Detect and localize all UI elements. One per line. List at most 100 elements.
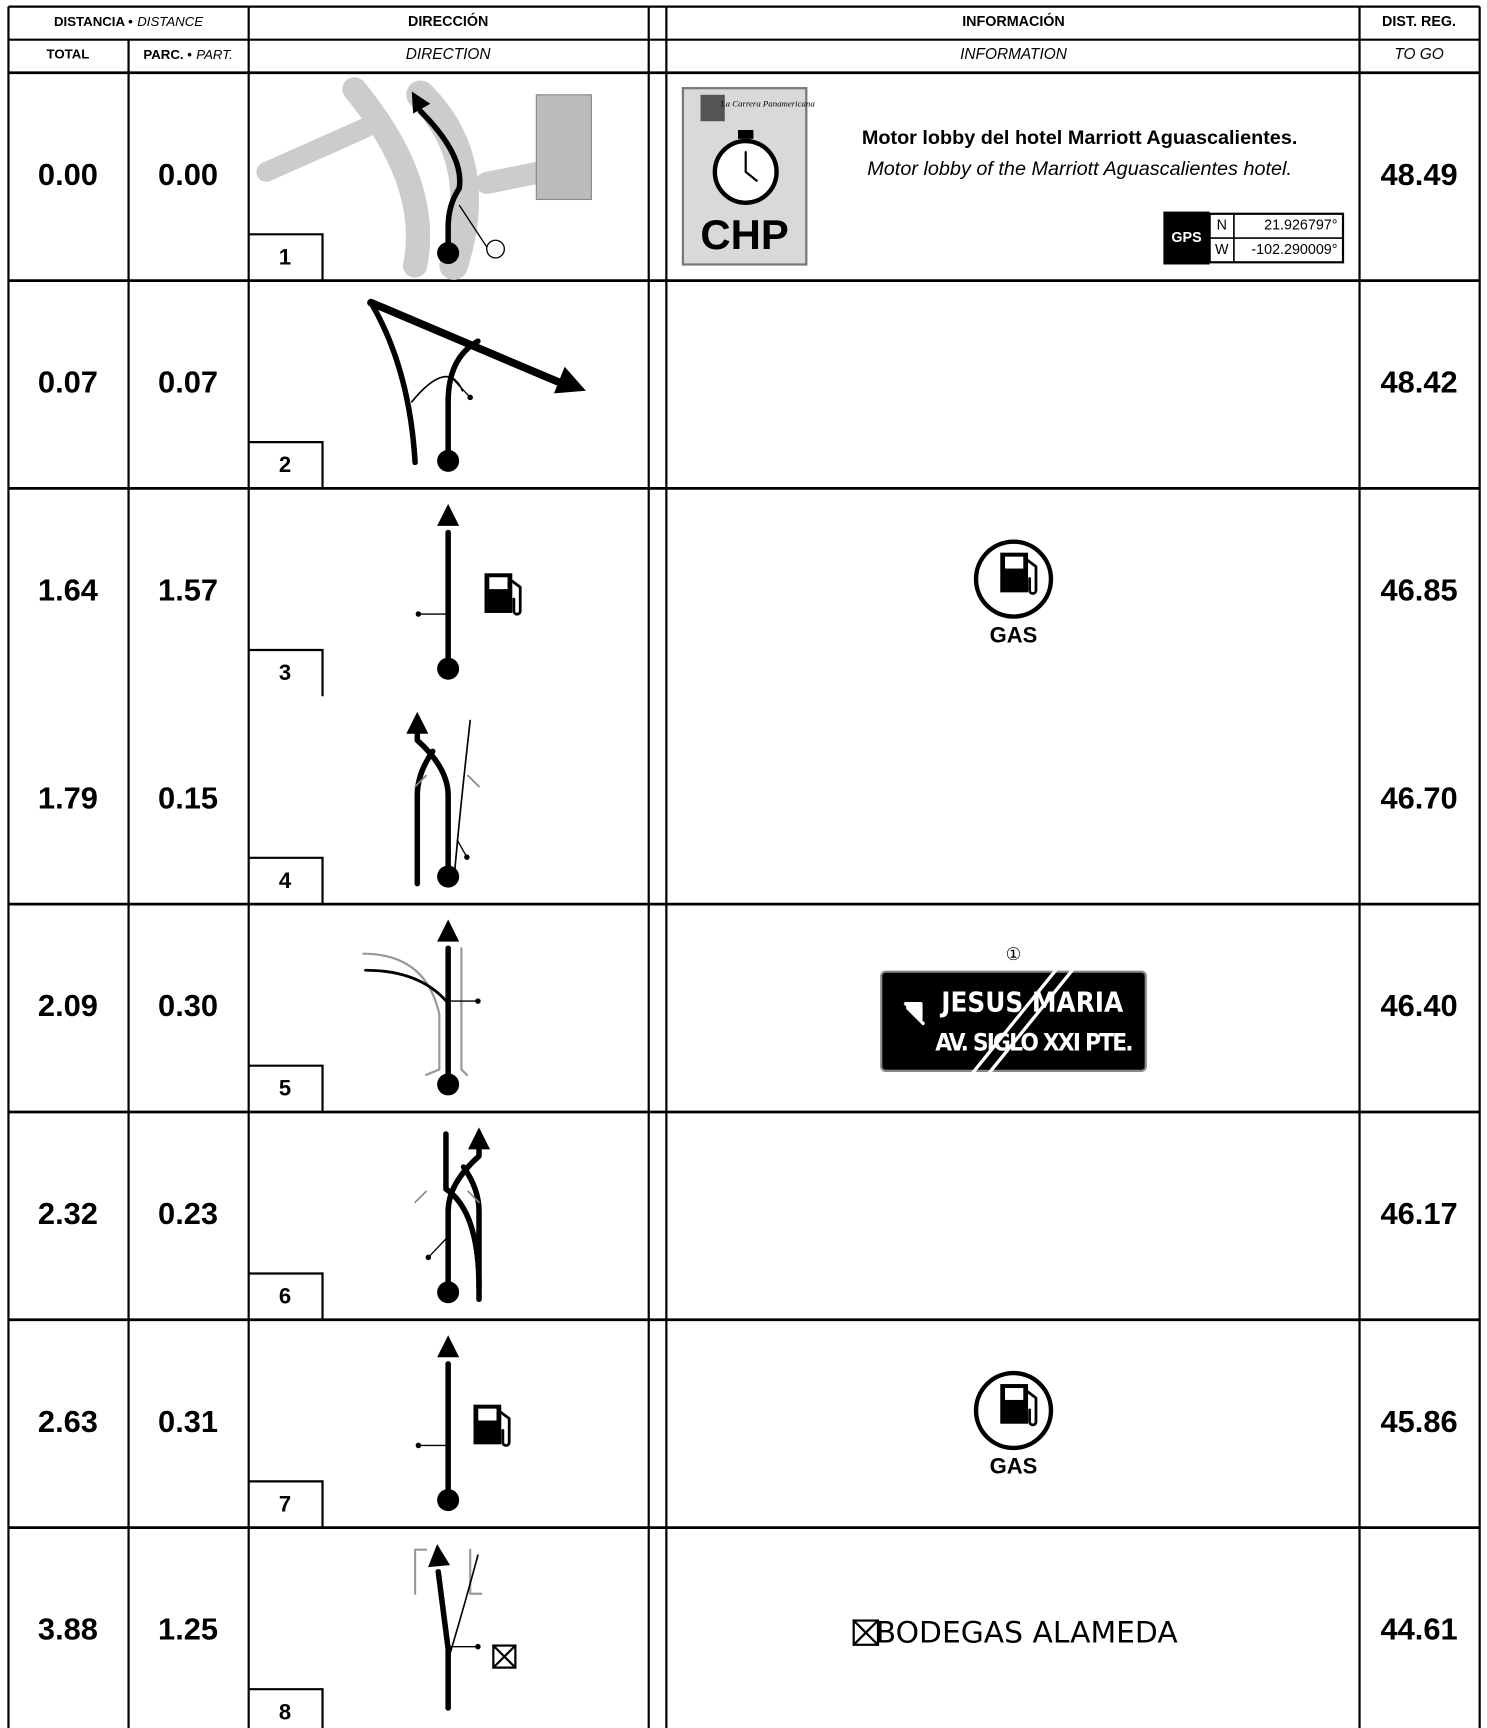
text: DIST. REG. xyxy=(1382,14,1456,30)
gps-label-box xyxy=(1163,211,1210,265)
header-es: DISTANCIA • xyxy=(54,14,133,29)
tick-dot xyxy=(475,998,481,1004)
text: La Carrera Panamericana xyxy=(720,99,816,109)
rule xyxy=(453,379,471,398)
rule xyxy=(427,1236,449,1258)
text: 1.79 xyxy=(38,780,98,815)
pump-window xyxy=(478,1408,497,1421)
tick-dot xyxy=(425,1254,432,1261)
header-es: PARC. • xyxy=(143,47,192,62)
arrow-head xyxy=(437,1335,460,1358)
number-box xyxy=(248,233,324,281)
road xyxy=(510,579,522,616)
road xyxy=(368,299,418,466)
rule xyxy=(456,839,468,858)
start-dot xyxy=(437,242,460,265)
road xyxy=(445,338,481,464)
arrow-head xyxy=(437,919,460,942)
text: 2.09 xyxy=(38,988,98,1023)
tick-dot xyxy=(475,1643,481,1650)
text: 1.57 xyxy=(158,573,218,608)
road xyxy=(413,1548,483,1595)
number-box xyxy=(248,441,324,489)
road xyxy=(367,298,563,386)
rule xyxy=(458,204,488,248)
tick-dot xyxy=(415,611,422,617)
text: CHP xyxy=(700,211,788,258)
text: DIRECTION xyxy=(406,46,492,63)
text: 0.31 xyxy=(158,1404,218,1439)
place-icon xyxy=(492,1644,517,1669)
text: 1 xyxy=(279,244,291,269)
road xyxy=(417,108,463,256)
start-dot xyxy=(437,1489,460,1512)
text: GPS xyxy=(1171,230,1201,246)
road xyxy=(435,1568,451,1711)
arrow-head xyxy=(437,503,460,526)
text: GAS xyxy=(990,1454,1038,1479)
road xyxy=(414,748,436,887)
road xyxy=(364,968,450,1005)
road xyxy=(499,1411,511,1447)
text: 3.88 xyxy=(38,1612,98,1647)
text: 1.64 xyxy=(38,573,98,608)
text: 7 xyxy=(279,1491,291,1516)
road xyxy=(460,947,468,1077)
text: TO GO xyxy=(1394,46,1443,63)
road xyxy=(452,719,472,885)
tick-dot xyxy=(415,1442,422,1449)
pump-window xyxy=(489,577,508,590)
text: 44.61 xyxy=(1380,1612,1457,1647)
number-box xyxy=(248,1688,324,1728)
text: 45.86 xyxy=(1380,1404,1457,1439)
text: 2.32 xyxy=(38,1196,98,1231)
text: 0.30 xyxy=(158,988,218,1023)
road xyxy=(492,1644,517,1669)
road xyxy=(414,1190,480,1204)
text: -102.290009° xyxy=(1251,242,1337,258)
header-en: PART. xyxy=(196,47,233,62)
road xyxy=(414,774,480,788)
text: 5 xyxy=(279,1076,291,1101)
header-text: DISTANCIA • DISTANCE xyxy=(54,14,203,29)
start-dot xyxy=(437,1281,460,1304)
text: 46.40 xyxy=(1380,988,1457,1023)
place-icon xyxy=(852,1619,880,1646)
road xyxy=(445,1147,482,1296)
text: 0.07 xyxy=(158,365,218,400)
text: 6 xyxy=(279,1284,291,1309)
road xyxy=(852,1619,880,1646)
start-dot xyxy=(437,865,460,888)
tick-dot xyxy=(467,394,473,401)
tick-dot xyxy=(464,854,470,860)
text: 0.23 xyxy=(158,1196,218,1231)
text: ① xyxy=(1006,944,1022,964)
pump-window xyxy=(1005,1388,1024,1400)
text: 0.15 xyxy=(158,780,218,815)
text: TOTAL xyxy=(47,47,90,62)
text: 0.07 xyxy=(38,365,98,400)
road xyxy=(744,150,758,182)
logo-badge xyxy=(700,94,725,122)
text: Motor lobby of the Marriott Aguascalient… xyxy=(867,158,1292,180)
text: 0.00 xyxy=(38,157,98,192)
text: AV. SIGLO XXI PTE. xyxy=(935,1027,1133,1056)
text: 2 xyxy=(279,452,291,477)
text: 46.17 xyxy=(1380,1196,1457,1231)
road xyxy=(342,77,431,278)
ref xyxy=(486,239,506,259)
number-box xyxy=(248,1064,324,1112)
arrow-head xyxy=(553,366,586,394)
text: 1.25 xyxy=(158,1612,218,1647)
text: 21.926797° xyxy=(1264,218,1337,234)
arrow-head xyxy=(406,711,429,734)
arrow-head xyxy=(467,1127,491,1150)
text: BODEGAS ALAMEDA xyxy=(876,1615,1179,1650)
text: 48.42 xyxy=(1380,365,1457,400)
text: 46.85 xyxy=(1380,573,1457,608)
road xyxy=(362,952,441,1077)
text: 48.49 xyxy=(1380,157,1457,192)
clock-crown xyxy=(737,130,754,139)
header-en: DISTANCE xyxy=(137,14,203,29)
